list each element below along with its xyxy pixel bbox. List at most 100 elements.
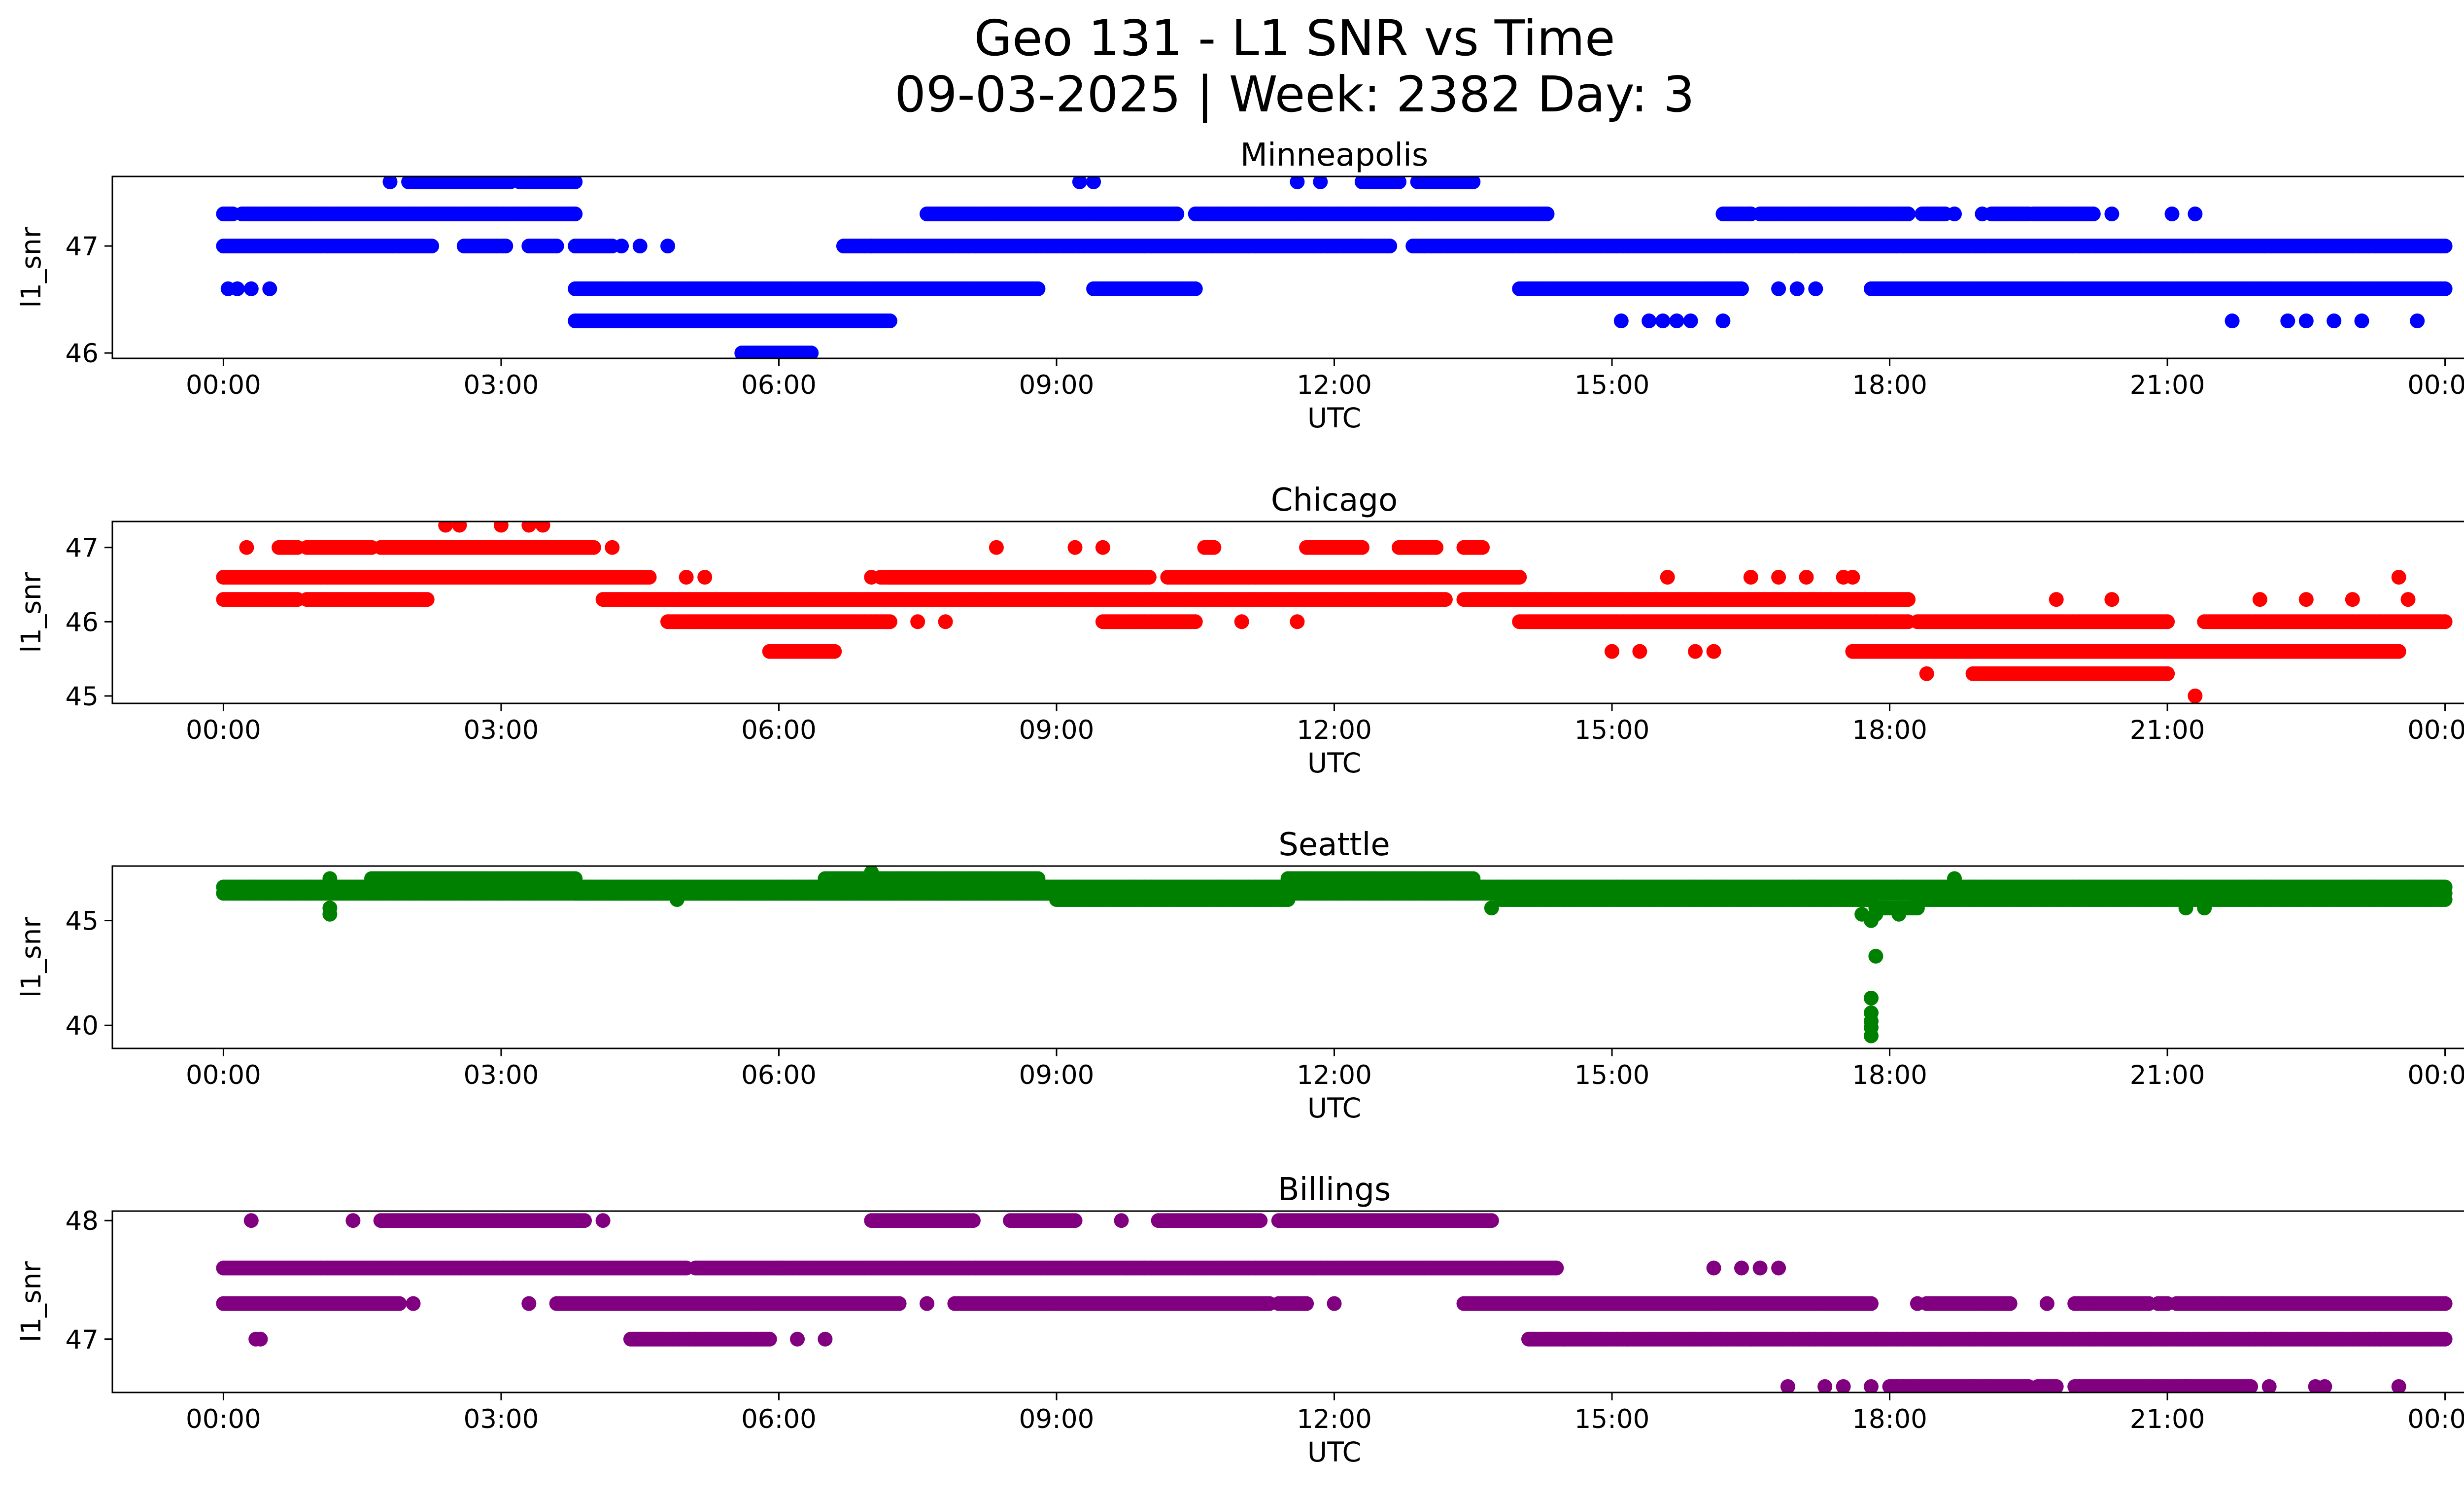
- x-tick-label: 21:00: [2130, 370, 2205, 400]
- x-tick-label: 00:00: [186, 370, 261, 400]
- data-point: [1030, 281, 1046, 296]
- data-point: [1771, 281, 1786, 296]
- data-point: [1429, 540, 1444, 555]
- data-point: [1743, 570, 1758, 585]
- data-point: [1975, 207, 1990, 221]
- data-point: [2049, 592, 2064, 607]
- data-point: [1715, 313, 1731, 328]
- data-point: [498, 239, 513, 254]
- data-point: [2164, 207, 2180, 221]
- panel-title-seattle: Seattle: [1278, 827, 1390, 863]
- data-point: [1706, 644, 1721, 659]
- data-point: [1466, 176, 1481, 189]
- data-point: [642, 570, 657, 585]
- data-point: [2298, 592, 2314, 607]
- data-point: [1067, 540, 1083, 555]
- data-point: [1901, 207, 1916, 221]
- data-point: [1512, 570, 1527, 585]
- data-point: [1683, 313, 1698, 328]
- x-tick-label: 00:00: [186, 715, 261, 745]
- data-point: [1290, 614, 1305, 629]
- x-tick-label: 15:00: [1574, 370, 1650, 400]
- data-point: [1947, 207, 1962, 221]
- data-point: [2160, 666, 2175, 681]
- data-point: [632, 239, 648, 254]
- data-point: [452, 522, 467, 533]
- data-point: [1613, 313, 1629, 328]
- y-tick-label: 46: [66, 607, 99, 637]
- data-point: [230, 281, 245, 296]
- data-point: [1540, 207, 1555, 221]
- data-point: [1605, 644, 1619, 659]
- data-point: [804, 346, 819, 358]
- panel-title-minneapolis: Minneapolis: [1240, 137, 1428, 174]
- data-point: [1808, 281, 1823, 296]
- data-point: [586, 540, 601, 555]
- data-points-seattle: [216, 866, 2453, 1043]
- data-point: [1540, 281, 1555, 296]
- data-point: [1095, 540, 1110, 555]
- data-point: [521, 522, 537, 533]
- data-point: [262, 281, 277, 296]
- data-point: [989, 540, 1004, 555]
- data-point: [1206, 540, 1222, 555]
- x-tick-label: 15:00: [1574, 715, 1650, 745]
- y-tick-label: 46: [66, 339, 99, 369]
- axes-frame: [111, 175, 2464, 359]
- data-point: [568, 207, 583, 221]
- data-point: [2391, 644, 2406, 659]
- y-tick-label: 45: [66, 682, 99, 712]
- data-point: [2188, 207, 2203, 221]
- x-tick-label: 12:00: [1297, 370, 1372, 400]
- data-point: [535, 522, 550, 533]
- data-point: [1188, 614, 1203, 629]
- data-point: [2327, 313, 2342, 328]
- data-point: [2437, 239, 2453, 254]
- data-points-chicago: [216, 522, 2453, 703]
- data-point: [1313, 176, 1328, 189]
- x-tick-label: 12:00: [1297, 715, 1372, 745]
- data-point: [1901, 592, 1916, 607]
- x-tick-label: 18:00: [1852, 370, 1927, 400]
- panel-title-chicago: Chicago: [1271, 482, 1398, 519]
- data-point: [1642, 313, 1657, 328]
- data-point: [2104, 207, 2120, 221]
- data-point: [2086, 207, 2101, 221]
- figure-title-line-1: Geo 131 - L1 SNR vs Time: [974, 9, 1615, 67]
- figure-title-line-2: 09-03-2025 | Week: 2382 Day: 3: [894, 66, 1694, 123]
- data-point: [1771, 570, 1786, 585]
- data-point: [1688, 644, 1703, 659]
- x-tick-label: 21:00: [2130, 715, 2205, 745]
- data-point: [2252, 592, 2267, 607]
- data-point: [1354, 239, 1369, 254]
- data-point: [1734, 281, 1749, 296]
- data-point: [1655, 313, 1671, 328]
- data-point: [419, 592, 435, 607]
- data-point: [1169, 207, 1185, 221]
- data-point: [1382, 239, 1398, 254]
- data-point: [1141, 570, 1157, 585]
- data-point: [1660, 570, 1675, 585]
- data-point: [2437, 281, 2453, 296]
- data-point: [910, 614, 925, 629]
- x-tick-label: 03:00: [464, 715, 539, 745]
- x-tick-label: 09:00: [1019, 370, 1095, 400]
- data-point: [1234, 614, 1249, 629]
- data-point: [827, 644, 842, 659]
- data-point: [864, 570, 879, 585]
- data-point: [2280, 313, 2295, 328]
- data-point: [2437, 614, 2453, 629]
- data-point: [549, 239, 564, 254]
- data-point: [2345, 592, 2360, 607]
- data-point: [243, 281, 259, 296]
- data-point: [2391, 570, 2406, 585]
- x-tick-label: 06:00: [741, 370, 817, 400]
- data-point: [1789, 281, 1805, 296]
- data-point: [614, 239, 629, 254]
- x-tick-label: 18:00: [1852, 715, 1927, 745]
- data-point: [882, 614, 897, 629]
- data-point: [1437, 592, 1453, 607]
- data-point: [1392, 176, 1406, 189]
